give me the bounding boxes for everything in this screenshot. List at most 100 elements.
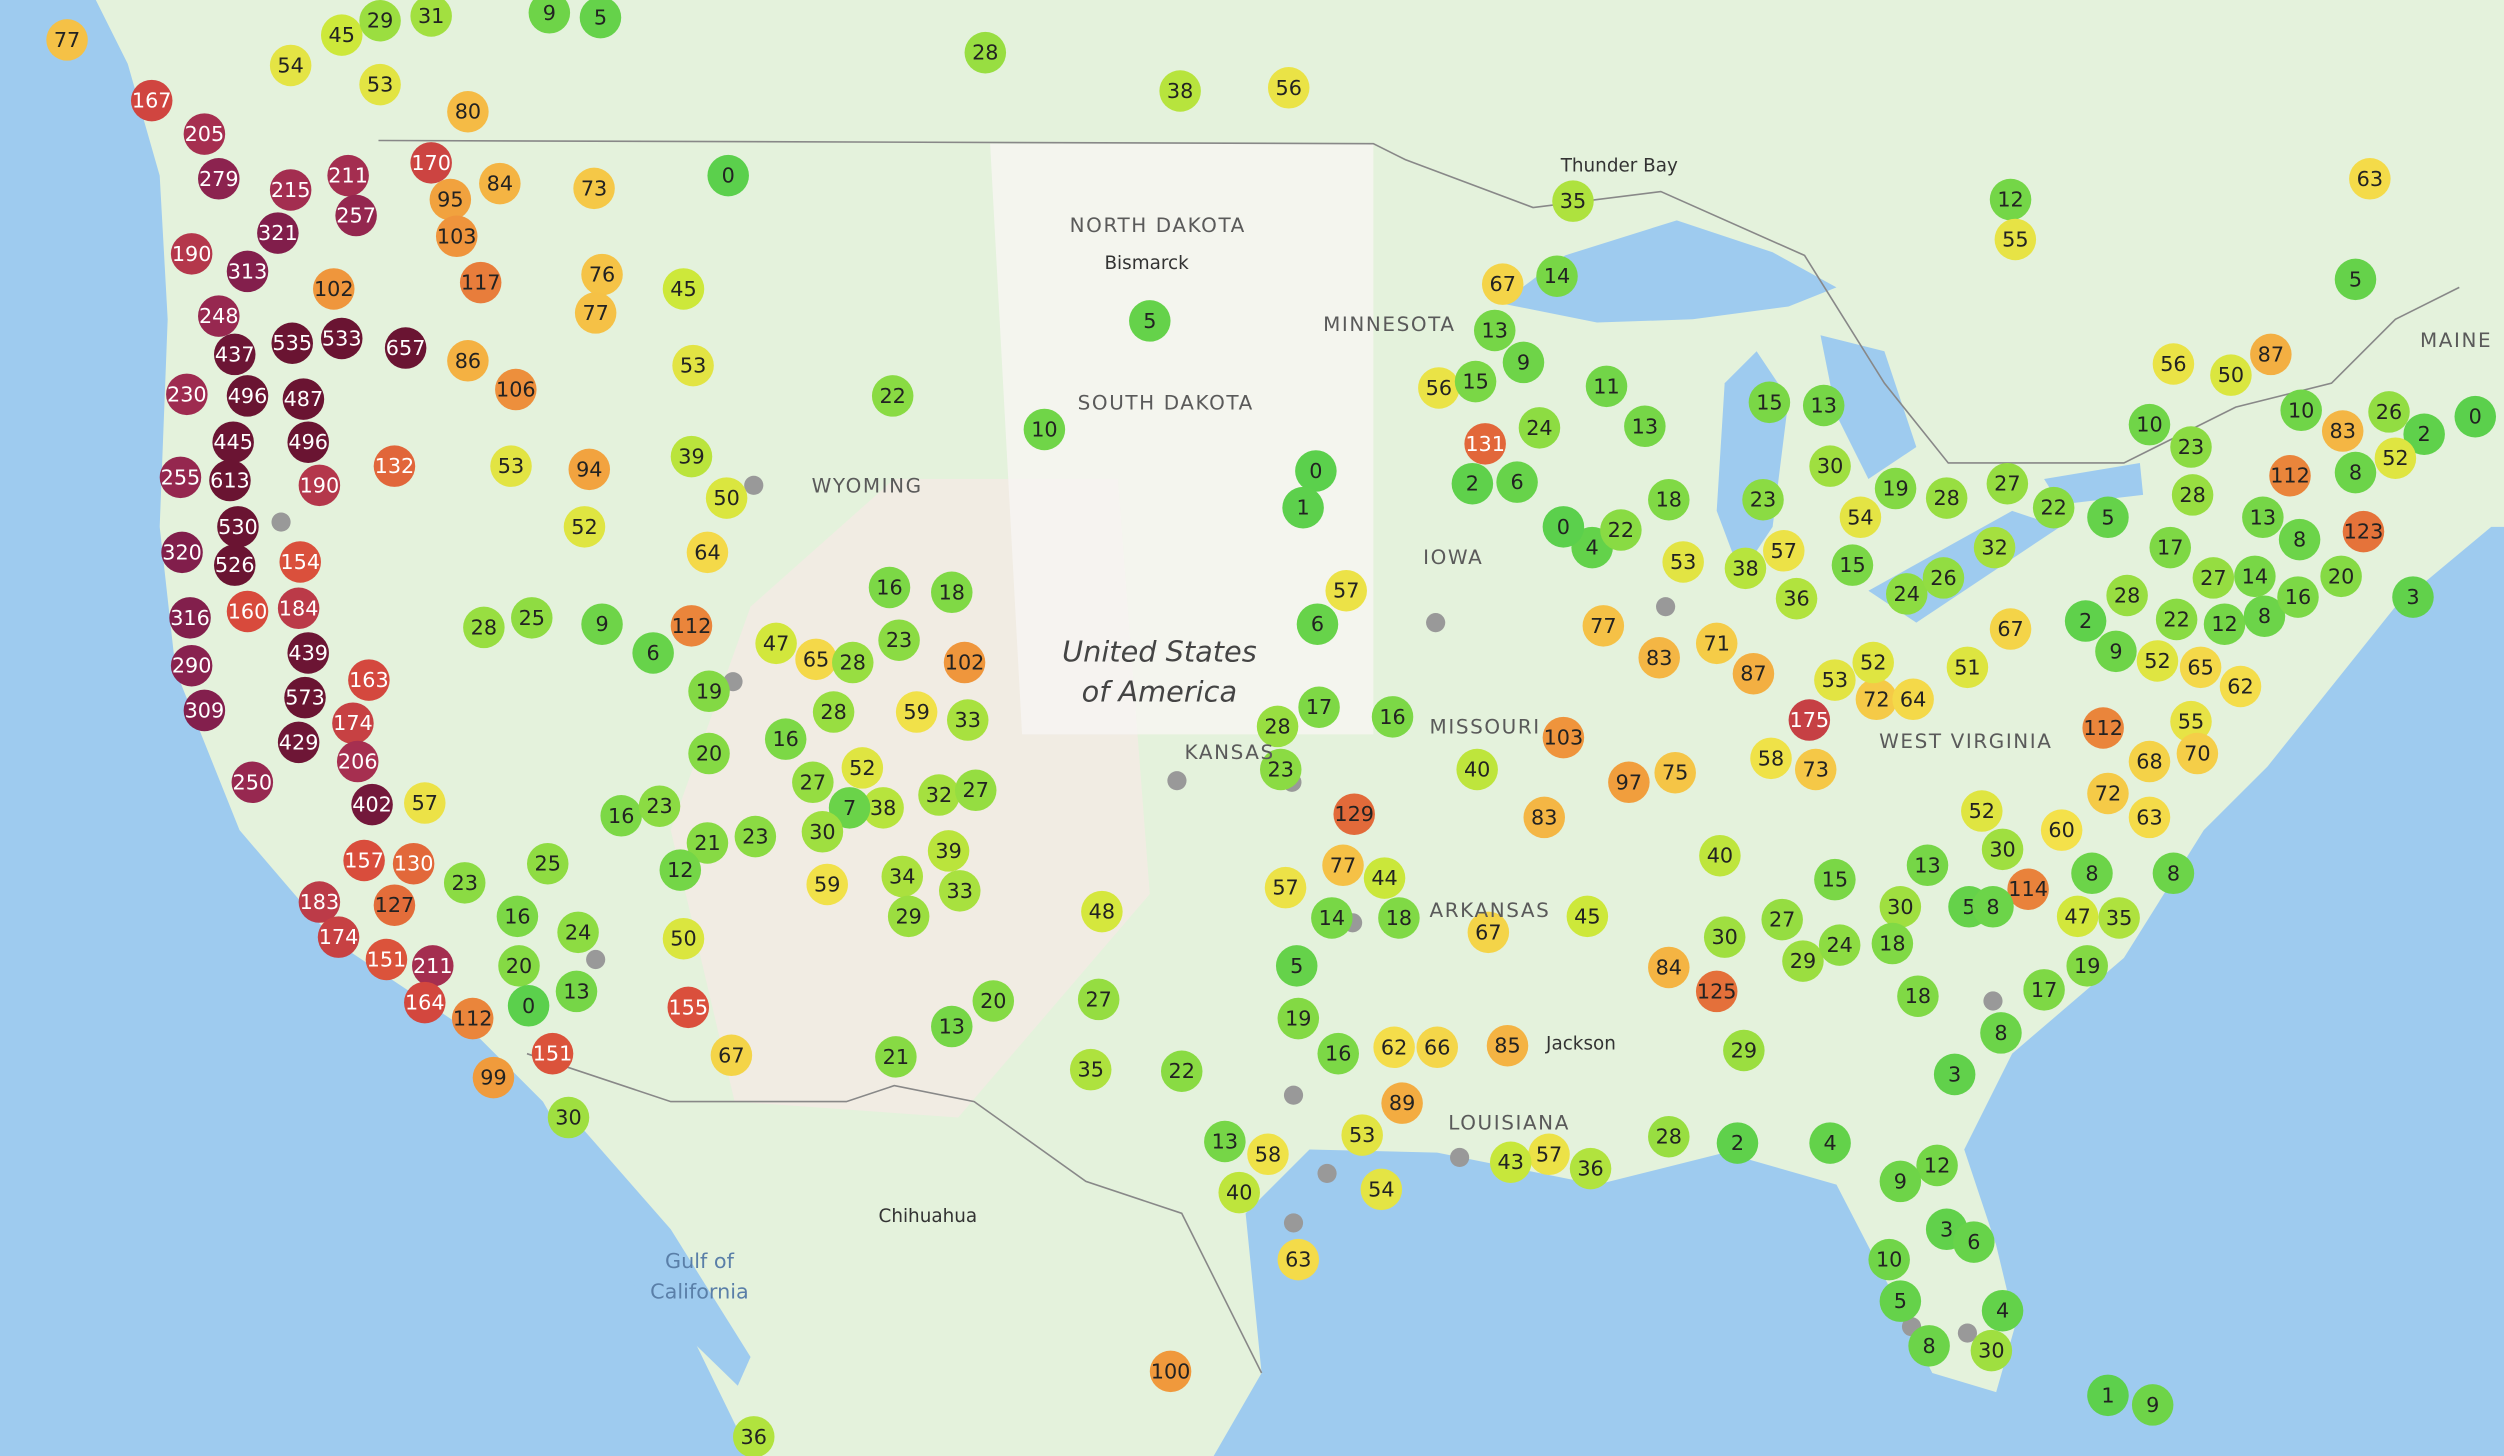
marker-value: 9: [1517, 350, 1530, 374]
aqi-marker: 12: [1989, 178, 2032, 221]
marker-circle: [2023, 969, 2065, 1011]
marker-value: 0: [522, 994, 535, 1018]
marker-value: 131: [1465, 432, 1505, 456]
marker-circle: [862, 787, 904, 829]
aqi-marker: 5: [579, 0, 622, 39]
marker-circle: [317, 916, 360, 958]
aqi-marker: 117: [459, 261, 502, 304]
aqi-marker: 20: [498, 945, 540, 987]
marker-value: 19: [1285, 1007, 1311, 1031]
aqi-marker: 28: [2171, 474, 2214, 516]
aqi-marker: 20: [972, 980, 1015, 1022]
aqi-marker: 130: [392, 842, 435, 885]
marker-value: 1: [1296, 496, 1309, 520]
marker-circle: [212, 421, 254, 463]
marker-value: 95: [437, 188, 463, 212]
aqi-marker: 28: [832, 641, 874, 684]
marker-circle: [1536, 255, 1578, 297]
marker-circle: [226, 250, 269, 293]
aqi-marker: 23: [638, 785, 681, 827]
aqi-marker: 22: [2032, 486, 2075, 529]
marker-circle: [2071, 852, 2113, 895]
aqi-marker: 154: [279, 541, 321, 583]
marker-value: 30: [809, 820, 835, 844]
aqi-marker: 33: [946, 699, 989, 741]
aqi-marker: 170: [410, 142, 452, 184]
aqi-marker: 103: [1542, 716, 1585, 759]
aqi-marker: 65: [795, 638, 837, 681]
aqi-marker: 23: [734, 815, 777, 858]
marker-circle: [1542, 716, 1585, 759]
marker-value: 38: [870, 796, 896, 820]
marker-circle: [1341, 1114, 1383, 1156]
aqi-marker: 125: [1695, 970, 1738, 1013]
marker-value: 20: [2328, 564, 2354, 588]
marker-circle: [1794, 748, 1837, 791]
marker-value: 26: [2376, 400, 2402, 424]
marker-value: 16: [608, 804, 634, 828]
aqi-marker: 573: [284, 676, 326, 719]
marker-value: 83: [1531, 805, 1557, 829]
marker-value: 526: [215, 553, 255, 577]
marker-circle: [1855, 678, 1898, 721]
aqi-marker: 75: [1654, 751, 1696, 794]
marker-circle: [1852, 641, 1894, 684]
aqi-marker: 59: [806, 863, 848, 906]
marker-value: 255: [161, 465, 201, 489]
marker-value: 3: [1948, 1062, 1961, 1086]
marker-circle: [2242, 496, 2284, 539]
marker-circle: [459, 261, 502, 304]
marker-circle: [1277, 1238, 1320, 1281]
marker-circle: [1311, 897, 1353, 939]
aqi-marker: 97: [1608, 761, 1650, 804]
aqi-marker: 63: [2349, 158, 2391, 200]
marker-value: 22: [1608, 518, 1634, 542]
aqi-marker: 103: [435, 215, 478, 258]
aqi-marker: 24: [1818, 924, 1861, 966]
aqi-marker: 429: [277, 721, 320, 764]
marker-value: 71: [1704, 631, 1730, 655]
marker-value: 51: [1954, 655, 1980, 679]
aqi-marker: 19: [1277, 997, 1320, 1040]
marker-circle: [2334, 451, 2377, 494]
no-data-dot: [1283, 1085, 1304, 1105]
marker-circle: [365, 938, 408, 981]
marker-circle: [812, 691, 855, 733]
marker-value: 62: [1381, 1035, 1407, 1059]
aqi-marker: 23: [1742, 478, 1784, 521]
marker-value: 67: [1997, 617, 2023, 641]
marker-circle: [1481, 263, 1524, 305]
aqi-marker: 56: [2152, 343, 2195, 385]
aqi-marker: 131: [1464, 423, 1506, 465]
marker-circle: [226, 375, 269, 417]
aqi-marker: 7: [828, 787, 871, 829]
marker-circle: [2128, 740, 2171, 783]
aqi-marker: 106: [495, 368, 537, 411]
marker-circle: [2155, 598, 2198, 641]
marker-circle: [1496, 461, 1538, 503]
aqi-marker: 59: [895, 691, 938, 733]
marker-value: 59: [903, 700, 929, 724]
marker-value: 112: [672, 614, 712, 638]
aqi-marker: 55: [1994, 218, 2037, 261]
marker-value: 27: [1769, 908, 1795, 932]
aqi-marker: 84: [1648, 946, 1690, 989]
marker-circle: [828, 787, 871, 829]
marker-circle: [1160, 1050, 1203, 1092]
marker-value: 103: [437, 224, 477, 248]
aqi-marker: 29: [887, 895, 930, 938]
aqi-marker: 0: [507, 985, 550, 1027]
marker-value: 40: [1226, 1181, 1252, 1205]
marker-value: 13: [1482, 318, 1508, 342]
marker-circle: [895, 691, 938, 733]
aqi-marker: 13: [1624, 405, 1666, 448]
aqi-marker: 47: [755, 622, 797, 665]
marker-value: 16: [1379, 705, 1405, 729]
aqi-marker: 16: [496, 895, 539, 938]
marker-circle: [1933, 1053, 1976, 1096]
marker-value: 17: [2031, 978, 2057, 1002]
marker-value: 10: [2288, 398, 2314, 422]
marker-value: 10: [1876, 1248, 1902, 1272]
aqi-marker: 309: [183, 689, 226, 732]
marker-circle: [1809, 1122, 1851, 1164]
